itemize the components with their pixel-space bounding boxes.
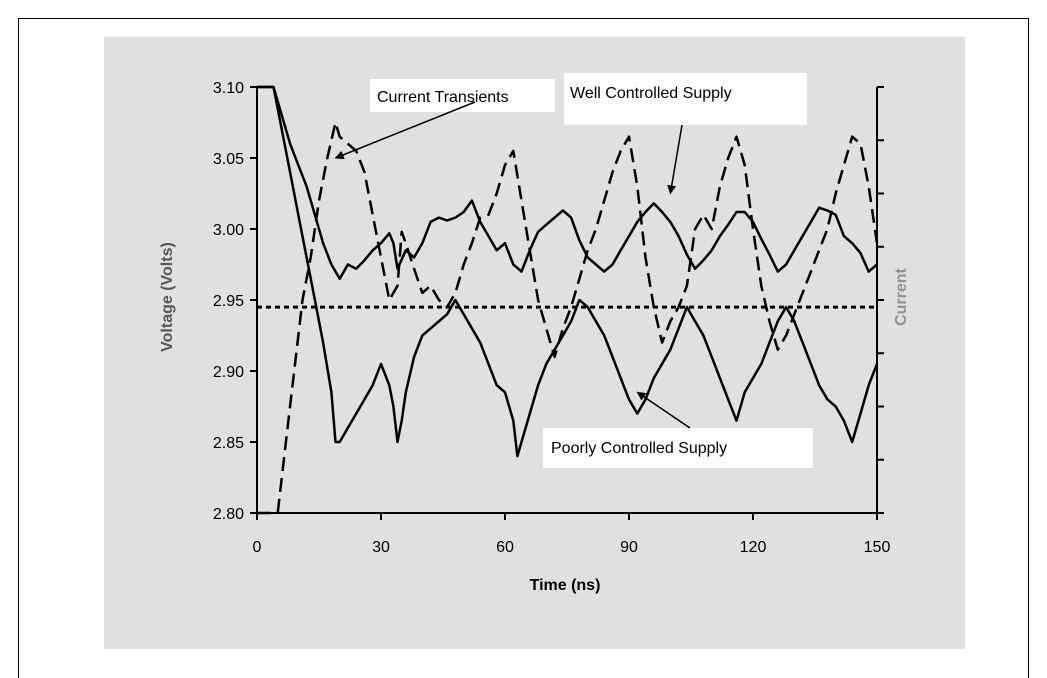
annotation-box [564, 73, 807, 125]
annotation-label: Current Transients [377, 89, 509, 106]
x-tick-label: 30 [372, 539, 390, 556]
x-tick-label: 150 [864, 539, 891, 556]
annotations-layer: Current Transients Well Controlled Supply… [334, 73, 813, 468]
series-line-2 [257, 121, 879, 515]
x-tick-label: 60 [496, 539, 514, 556]
annotation-arrow [667, 124, 683, 195]
chart-panel [104, 37, 965, 649]
y-axis-title: Voltage (Volts) [159, 242, 176, 352]
y-tick-label: 3.05 [213, 151, 244, 168]
x-tick-label: 90 [620, 539, 638, 556]
x-tick-label: 0 [253, 539, 262, 556]
ticks-layer: 2.80 2.85 2.90 2.95 3.00 3.05 3.10 0 30 60 90 120 15… [213, 80, 891, 556]
y-tick-label: 2.95 [213, 293, 244, 310]
x-tick-label: 120 [740, 539, 767, 556]
annotation-box [543, 428, 813, 468]
annotation-arrow [636, 391, 691, 429]
annotation-label: Poorly Controlled Supply [551, 440, 727, 457]
y2-axis-title: Current [893, 267, 910, 325]
lines-layer [257, 85, 879, 515]
x-axis-title: Time (ns) [530, 577, 601, 594]
y-tick-label: 2.90 [213, 364, 244, 381]
y-tick-label: 3.00 [213, 222, 244, 239]
y-tick-label: 2.85 [213, 435, 244, 452]
series-line-1 [257, 85, 879, 458]
outer-frame [18, 18, 1029, 678]
annotation-label: Well Controlled Supply [570, 85, 732, 102]
y-tick-label: 2.80 [213, 506, 244, 523]
y-tick-label: 3.10 [213, 80, 244, 97]
series-line-0 [257, 85, 878, 280]
annotation-arrow [334, 101, 476, 160]
